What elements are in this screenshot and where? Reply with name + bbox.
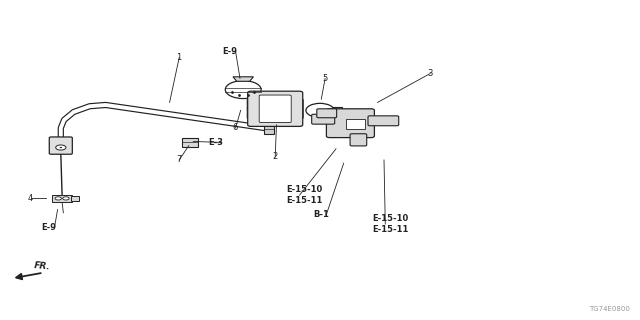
FancyBboxPatch shape <box>350 134 367 146</box>
Text: E-3: E-3 <box>208 138 223 147</box>
Circle shape <box>63 197 69 200</box>
FancyBboxPatch shape <box>52 195 72 202</box>
FancyBboxPatch shape <box>182 138 198 147</box>
FancyBboxPatch shape <box>368 116 399 126</box>
Text: E-15-10
E-15-11: E-15-10 E-15-11 <box>372 214 409 234</box>
Text: 4: 4 <box>28 194 33 203</box>
FancyBboxPatch shape <box>259 95 291 123</box>
FancyBboxPatch shape <box>247 106 303 112</box>
Text: 7: 7 <box>177 156 182 164</box>
FancyBboxPatch shape <box>247 99 303 106</box>
Text: FR.: FR. <box>33 261 51 271</box>
Text: B-1: B-1 <box>314 210 330 219</box>
FancyBboxPatch shape <box>317 109 337 118</box>
Text: E-9: E-9 <box>42 223 56 232</box>
FancyBboxPatch shape <box>264 124 274 134</box>
FancyBboxPatch shape <box>346 119 365 129</box>
FancyBboxPatch shape <box>332 107 342 114</box>
Text: TG74E0800: TG74E0800 <box>589 306 630 312</box>
Text: 2: 2 <box>273 152 278 161</box>
Text: 3: 3 <box>428 69 433 78</box>
FancyBboxPatch shape <box>49 137 72 154</box>
Text: 1: 1 <box>177 53 182 62</box>
FancyBboxPatch shape <box>326 109 374 138</box>
Text: 6: 6 <box>233 124 238 132</box>
Polygon shape <box>233 77 253 81</box>
FancyBboxPatch shape <box>312 114 335 124</box>
Text: E-15-10
E-15-11: E-15-10 E-15-11 <box>287 186 323 205</box>
Text: E-9: E-9 <box>223 47 237 56</box>
FancyBboxPatch shape <box>248 91 303 126</box>
Circle shape <box>56 145 66 150</box>
Circle shape <box>55 197 61 200</box>
Text: 5: 5 <box>323 74 328 83</box>
Circle shape <box>60 147 62 148</box>
FancyBboxPatch shape <box>247 112 303 118</box>
FancyBboxPatch shape <box>71 196 79 201</box>
